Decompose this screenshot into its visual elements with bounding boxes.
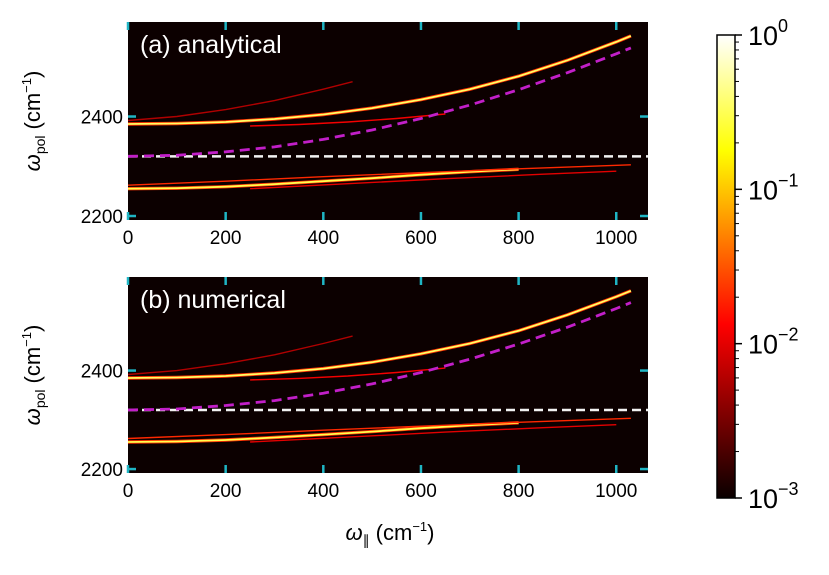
upper-secondary-shifted-line — [250, 113, 446, 127]
y-tick-label: 2200 — [81, 460, 123, 481]
photon-dashed-line — [128, 46, 632, 158]
lower-polariton-line — [128, 168, 519, 190]
x-tick-label: 1000 — [595, 228, 637, 249]
x-tick-label: 0 — [123, 228, 134, 249]
x-axis-label: ω∥ (cm−1) — [346, 519, 435, 548]
colorbar-tick-label: 10−1 — [748, 170, 799, 205]
panel-label: (a) analytical — [140, 31, 282, 59]
y-tick-label: 2200 — [81, 207, 123, 228]
x-tick-label: 800 — [503, 228, 535, 249]
upper-secondary-faint-line — [128, 335, 353, 376]
panel-b: 0 200 400 600 800 1000 2200 2400 (b) numerical — [81, 277, 648, 502]
colorbar-tick-label: 10−3 — [748, 479, 799, 514]
y-axis-label-b: ωpol(cm−1) — [19, 325, 48, 426]
panel-a: 0 200 400 600 800 1000 2200 2400 (a) analytical — [81, 22, 648, 249]
y-tick-label: 2400 — [81, 362, 123, 383]
x-tick-label: 600 — [405, 481, 437, 502]
upper-polariton-line — [128, 35, 632, 125]
panel-label: (b) numerical — [140, 286, 286, 314]
x-tick-label: 400 — [307, 481, 339, 502]
upper-secondary-shifted-line — [250, 367, 446, 381]
lower-secondary-line — [128, 417, 631, 440]
lower-polariton-line — [128, 421, 519, 443]
colorbar: 100 10−1 10−2 10−3 — [716, 16, 799, 514]
x-tick-label: 800 — [503, 481, 535, 502]
lower-secondary-shifted-line — [250, 424, 617, 443]
x-tick-label: 1000 — [595, 481, 637, 502]
x-tick-label: 400 — [307, 228, 339, 249]
colorbar-tick-label: 10−2 — [748, 325, 799, 360]
photon-dashed-line — [128, 301, 632, 412]
lower-secondary-line — [128, 164, 631, 186]
upper-polariton-line — [128, 289, 632, 379]
x-tick-label: 600 — [405, 228, 437, 249]
x-tick-label: 200 — [210, 481, 242, 502]
x-tick-label: 200 — [210, 228, 242, 249]
lower-secondary-shifted-line — [250, 170, 617, 190]
y-axis-label-a: ωpol(cm−1) — [19, 71, 48, 172]
colorbar-gradient — [716, 34, 736, 499]
y-tick-label: 2400 — [81, 108, 123, 129]
x-tick-label: 0 — [123, 481, 134, 502]
upper-secondary-faint-line — [128, 81, 353, 122]
colorbar-tick-label: 100 — [748, 16, 788, 51]
